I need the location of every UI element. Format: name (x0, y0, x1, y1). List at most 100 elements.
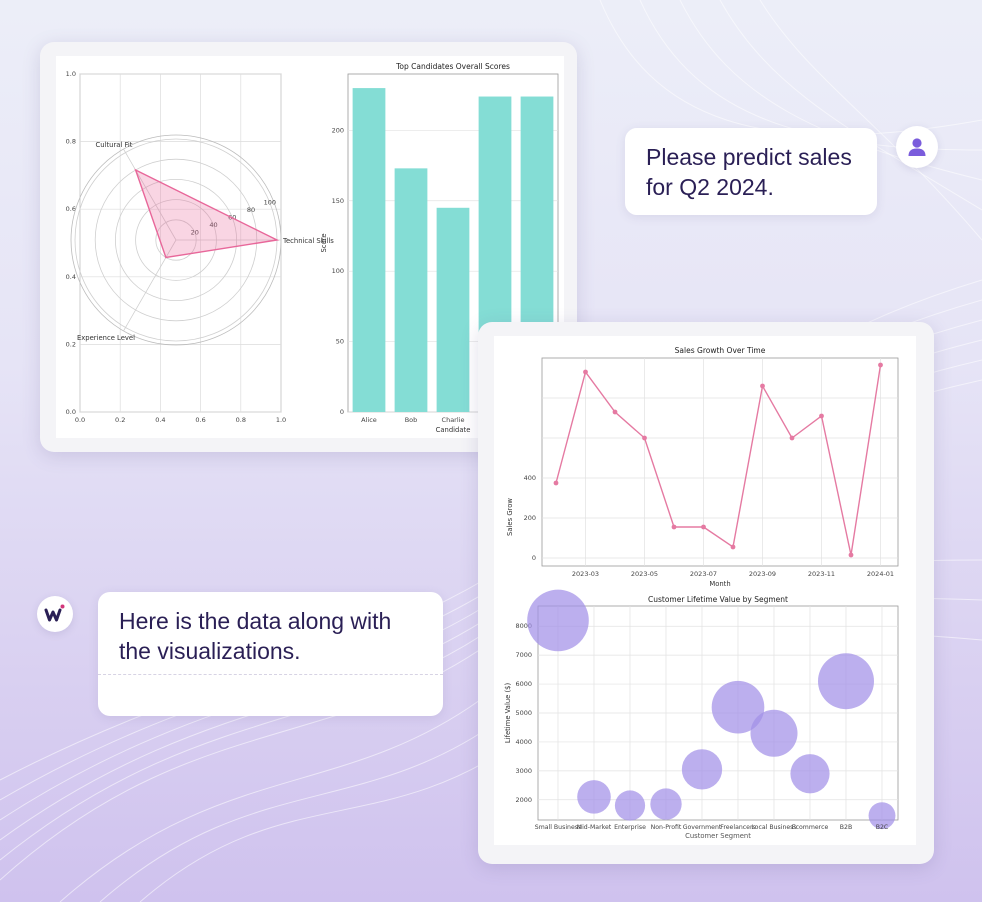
bubble-b2b (818, 653, 874, 710)
bubble-title: Customer Lifetime Value by Segment (648, 595, 788, 604)
line-x-tick: 2024-01 (867, 570, 894, 578)
bubble-y-tick: 7000 (515, 651, 532, 659)
radar-x-tick: 0.8 (236, 416, 246, 424)
bar-y-tick: 50 (336, 338, 344, 346)
line-x-tick: 2023-03 (572, 570, 599, 578)
line-x-tick: 2023-05 (631, 570, 658, 578)
line-point-2023-07 (701, 524, 706, 530)
bubble-government (681, 749, 723, 790)
line-x-tick: 2023-11 (808, 570, 835, 578)
assistant-message-bubble: Here is the data along with the visualiz… (98, 592, 443, 716)
line-point-2023-05 (642, 435, 647, 441)
bubble-y-tick: 6000 (515, 680, 532, 688)
radar-polygon (134, 168, 280, 259)
bubble-freelancers (711, 680, 765, 734)
bubble-ecommerce (790, 754, 830, 794)
radar-x-tick: 0.6 (195, 416, 205, 424)
bar-x-tick: Bob (405, 416, 418, 424)
sales-charts: Sales Growth Over Time 0 200 400 2023-03 2023… (504, 346, 899, 840)
line-point-2023-03 (583, 369, 588, 375)
line-y-tick: 0 (532, 554, 536, 562)
bar-y-tick: 0 (340, 408, 344, 416)
line-y-tick: 400 (524, 474, 536, 482)
bubble-y-tick: 5000 (515, 709, 532, 717)
assistant-message-text: Here is the data along with the visualiz… (119, 608, 392, 664)
bubble-small-business (527, 589, 589, 652)
user-message-text: Please predict sales for Q2 2024. (646, 144, 852, 200)
bubble-y-tick: 2000 (515, 796, 532, 804)
bar-ylabel: Score (320, 233, 328, 252)
bubble-x-tick: B2C (876, 824, 889, 831)
bar-y-tick: 150 (332, 197, 344, 205)
bubble-x-tick: Small Business (535, 824, 581, 831)
bar-x-tick: Alice (361, 416, 377, 424)
radar-x-tick: 0.4 (155, 416, 165, 424)
radar-axis-label: Cultural Fit (96, 141, 133, 149)
line-point-2023-12 (848, 552, 854, 558)
radar-y-tick: 1.0 (66, 70, 76, 78)
radar-r-tick: 80 (247, 206, 255, 214)
wisdom-logo-icon (44, 604, 65, 622)
bar-bob (394, 168, 428, 412)
radar-r-tick: 40 (209, 221, 217, 229)
bubble-mid-market (577, 780, 611, 814)
bar-xlabel: Candidate (436, 426, 471, 434)
line-ylabel: Sales Grow (506, 498, 514, 536)
bar-title: Top Candidates Overall Scores (395, 62, 510, 71)
line-point-2023-06 (671, 524, 677, 530)
radar-y-tick: 0.0 (66, 408, 76, 416)
bubble-x-tick: Ecommerce (792, 824, 829, 831)
line-point-2023-10 (789, 435, 795, 441)
line-series (555, 364, 882, 556)
radar-spoke (123, 148, 177, 241)
line-title: Sales Growth Over Time (675, 346, 766, 355)
radar-axis-label: Experience Level (77, 334, 135, 342)
bubble-local-business (750, 709, 798, 757)
assistant-avatar[interactable] (37, 596, 73, 632)
radar-spoke (123, 239, 177, 332)
radar-r-tick: 100 (264, 199, 276, 207)
bar-alice (352, 88, 386, 413)
radar-r-tick: 20 (191, 229, 199, 237)
line-frame (541, 357, 899, 567)
bubble-x-tick: B2B (840, 824, 852, 831)
bubble-non-profit (650, 788, 682, 820)
user-avatar[interactable] (896, 126, 938, 168)
radar-x-tick: 0.0 (75, 416, 85, 424)
bar-y-tick: 200 (332, 126, 344, 134)
sales-charts-card: Sales Growth Over Time 0 200 400 2023-03 2023… (478, 322, 934, 864)
bubble-x-tick: Mid-Market (577, 824, 612, 831)
radar-y-tick: 0.8 (66, 138, 76, 146)
message-divider (98, 674, 443, 675)
line-point-2024-01 (878, 362, 883, 368)
bubble-x-tick: Enterprise (614, 824, 646, 831)
radar-y-tick: 0.4 (66, 273, 76, 281)
bubble-x-tick: Local Business (751, 824, 796, 831)
user-icon (908, 138, 926, 156)
radar-axis-label: Technical Skills (282, 237, 334, 245)
line-x-tick: 2023-09 (749, 570, 776, 578)
bubble-ylabel: Lifetime Value ($) (504, 683, 512, 744)
radar-y-tick: 0.2 (66, 340, 76, 348)
line-y-tick: 200 (524, 514, 536, 522)
radar-x-tick: 0.2 (115, 416, 125, 424)
user-message-bubble: Please predict sales for Q2 2024. (625, 128, 877, 215)
line-point-2023-04 (612, 409, 618, 415)
bubble-y-tick: 4000 (515, 738, 532, 746)
bubble-y-tick: 8000 (515, 622, 532, 630)
bar-charlie (436, 207, 470, 412)
radar-x-tick: 1.0 (276, 416, 286, 424)
line-xlabel: Month (709, 580, 730, 588)
bubble-y-tick: 3000 (515, 767, 532, 775)
line-x-tick: 2023-07 (690, 570, 717, 578)
bubble-x-tick: Non-Profit (651, 824, 682, 831)
line-point-2023-02 (553, 480, 559, 486)
bubble-x-tick: Freelancers (720, 824, 756, 831)
bar-y-tick: 100 (332, 267, 344, 275)
bubble-x-tick: Government (683, 824, 722, 831)
bar-x-tick: Charlie (442, 416, 465, 424)
line-point-2023-08 (730, 544, 736, 550)
line-point-2023-09 (760, 383, 765, 389)
radar-y-tick: 0.6 (66, 205, 76, 213)
bubble-b2c (868, 802, 896, 830)
